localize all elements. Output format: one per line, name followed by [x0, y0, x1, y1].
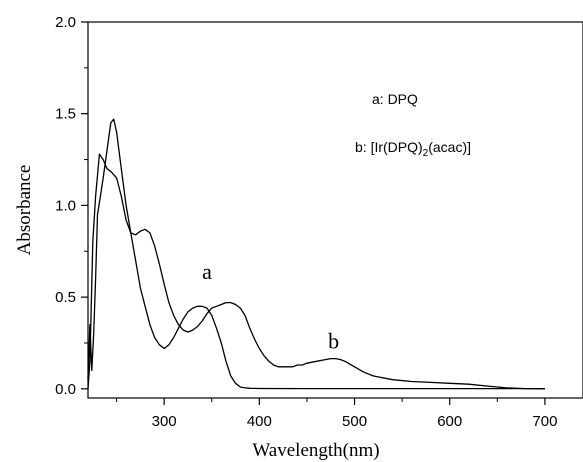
x-tick-label: 700	[532, 413, 557, 430]
y-axis-title: Absorbance	[14, 165, 35, 256]
curve-label-b: b	[328, 328, 339, 353]
series-line-0	[87, 118, 545, 390]
legend-entry-b: b: [Ir(DPQ)2(acac)]	[355, 139, 471, 159]
y-tick-label: 2.0	[55, 14, 76, 31]
x-tick-label: 600	[437, 413, 462, 430]
legend-entry-b-suffix: (acac)]	[428, 139, 471, 155]
x-axis-ticks: 300 400 500 600 700	[116, 398, 557, 430]
legend-entry-a: a: DPQ	[372, 91, 418, 107]
plot-frame	[87, 21, 583, 399]
x-tick-label: 500	[342, 413, 367, 430]
legend-entry-b-prefix: b: [Ir(DPQ)	[355, 139, 423, 155]
x-tick-label: 300	[152, 413, 177, 430]
curve-labels: ab	[202, 259, 339, 354]
legend-entry-b-subscript: 2	[423, 148, 429, 159]
y-tick-label: 1.0	[55, 197, 76, 214]
y-tick-label: 0.5	[55, 289, 76, 306]
x-axis-title: Wavelength(nm)	[252, 440, 379, 461]
y-tick-label: 1.5	[55, 106, 76, 123]
series-layer	[87, 118, 545, 390]
y-axis-ticks: 0.0 0.5 1.0 1.5 2.0	[55, 14, 88, 398]
y-tick-label: 0.0	[55, 381, 76, 398]
series-line-1	[87, 153, 545, 390]
curve-label-a: a	[202, 259, 212, 284]
x-tick-label: 400	[247, 413, 272, 430]
